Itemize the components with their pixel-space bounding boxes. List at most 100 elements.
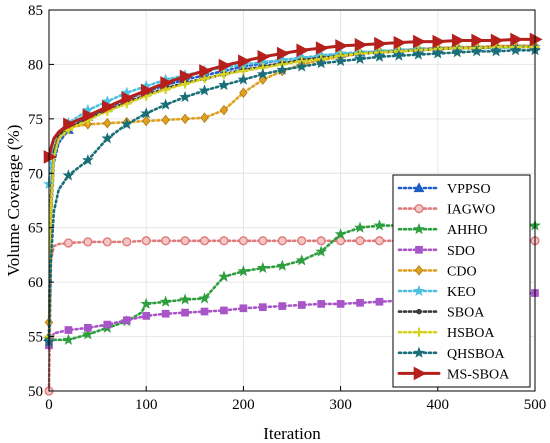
y-axis-title: Volume Coverage (%) xyxy=(4,125,23,277)
data-point xyxy=(122,237,132,247)
y-tick-label: 60 xyxy=(28,275,43,291)
data-point xyxy=(43,150,57,164)
y-tick-label: 80 xyxy=(28,57,43,73)
data-point xyxy=(62,333,75,345)
axis-ticks: 0 100 200 300 400 500 50 55 60 65 70 75 80 85 xyxy=(28,3,546,413)
y-tick-label: 50 xyxy=(28,384,43,400)
legend-marker xyxy=(416,308,422,315)
plot-area-frame xyxy=(48,9,536,392)
legend-item-ahho: AHHO xyxy=(397,223,487,238)
data-point xyxy=(101,132,114,144)
x-axis-title: Iteration xyxy=(263,424,321,443)
legend-label: SBOA xyxy=(447,306,485,321)
data-point xyxy=(238,54,252,68)
legend-item-qhsboa: QHSBOA xyxy=(397,346,505,362)
data-point xyxy=(218,270,230,282)
data-point xyxy=(82,154,94,166)
data-point xyxy=(141,236,151,246)
legend-item-sdo: SDO xyxy=(397,244,475,259)
data-point xyxy=(160,76,174,90)
data-point xyxy=(199,64,213,78)
data-point xyxy=(62,169,75,181)
data-point xyxy=(393,49,405,61)
data-point xyxy=(356,298,364,307)
data-point xyxy=(198,292,211,304)
data-point xyxy=(200,112,209,124)
data-point xyxy=(276,46,290,61)
data-point xyxy=(335,39,349,53)
data-point xyxy=(355,236,365,246)
data-point xyxy=(529,32,543,47)
data-point xyxy=(239,304,248,313)
data-point xyxy=(354,52,366,64)
data-point xyxy=(102,100,115,114)
legend-marker xyxy=(413,284,425,296)
data-point xyxy=(432,34,446,49)
legend-marker xyxy=(414,327,424,337)
legend-marker xyxy=(413,366,427,381)
data-point xyxy=(296,43,310,58)
data-point xyxy=(180,79,190,89)
legend-item-sboa: SBOA xyxy=(397,306,485,321)
data-point xyxy=(375,297,384,306)
data-point xyxy=(237,265,250,277)
data-point xyxy=(334,55,347,67)
legend-marker xyxy=(414,265,424,276)
legend-marker xyxy=(415,245,423,254)
data-point xyxy=(334,228,347,240)
legend-item-cdo: CDO xyxy=(397,264,477,279)
data-point xyxy=(63,117,77,132)
legend-label: HSBOA xyxy=(447,326,495,341)
data-point xyxy=(315,245,328,257)
data-point xyxy=(373,50,386,62)
data-point xyxy=(63,238,74,248)
data-point xyxy=(315,41,329,55)
data-point xyxy=(159,295,172,307)
data-point xyxy=(451,33,465,48)
data-point xyxy=(103,117,112,129)
legend-marker xyxy=(413,223,425,235)
data-point xyxy=(256,68,269,80)
data-point xyxy=(84,324,92,332)
data-point xyxy=(471,33,485,48)
data-point xyxy=(200,307,209,316)
data-point xyxy=(140,107,153,119)
y-tick-label: 65 xyxy=(28,221,43,237)
x-tick-label: 100 xyxy=(135,397,158,413)
legend-item-ms-sboa: MS-SBOA xyxy=(397,366,510,382)
data-point xyxy=(278,302,287,310)
data-point xyxy=(276,63,289,75)
data-point xyxy=(83,237,93,247)
data-point xyxy=(237,73,250,85)
data-point xyxy=(277,236,287,246)
data-point xyxy=(413,34,427,49)
data-point xyxy=(374,36,388,51)
data-point xyxy=(490,33,504,48)
series-line xyxy=(47,48,537,344)
data-point xyxy=(181,308,189,317)
data-point xyxy=(64,326,73,334)
data-point xyxy=(180,113,190,125)
x-tick-label: 0 xyxy=(45,397,53,413)
data-point xyxy=(412,48,425,60)
data-point xyxy=(161,114,170,126)
data-point xyxy=(219,104,229,116)
data-point xyxy=(316,236,326,246)
data-point xyxy=(258,303,267,312)
data-point xyxy=(317,300,326,308)
data-point xyxy=(315,57,328,69)
data-point xyxy=(120,118,133,130)
legend-marker xyxy=(413,182,425,193)
legend-marker xyxy=(413,346,425,358)
data-point xyxy=(199,73,210,84)
legend-item-iagwo: IAGWO xyxy=(397,203,495,218)
data-point xyxy=(220,306,228,315)
data-point xyxy=(103,320,112,329)
legend-item-hsboa: HSBOA xyxy=(397,326,495,341)
data-point xyxy=(239,87,248,98)
legend-item-keo: KEO xyxy=(397,284,476,300)
data-point xyxy=(510,32,524,47)
data-point xyxy=(336,300,345,308)
legend-label: IAGWO xyxy=(447,203,495,218)
